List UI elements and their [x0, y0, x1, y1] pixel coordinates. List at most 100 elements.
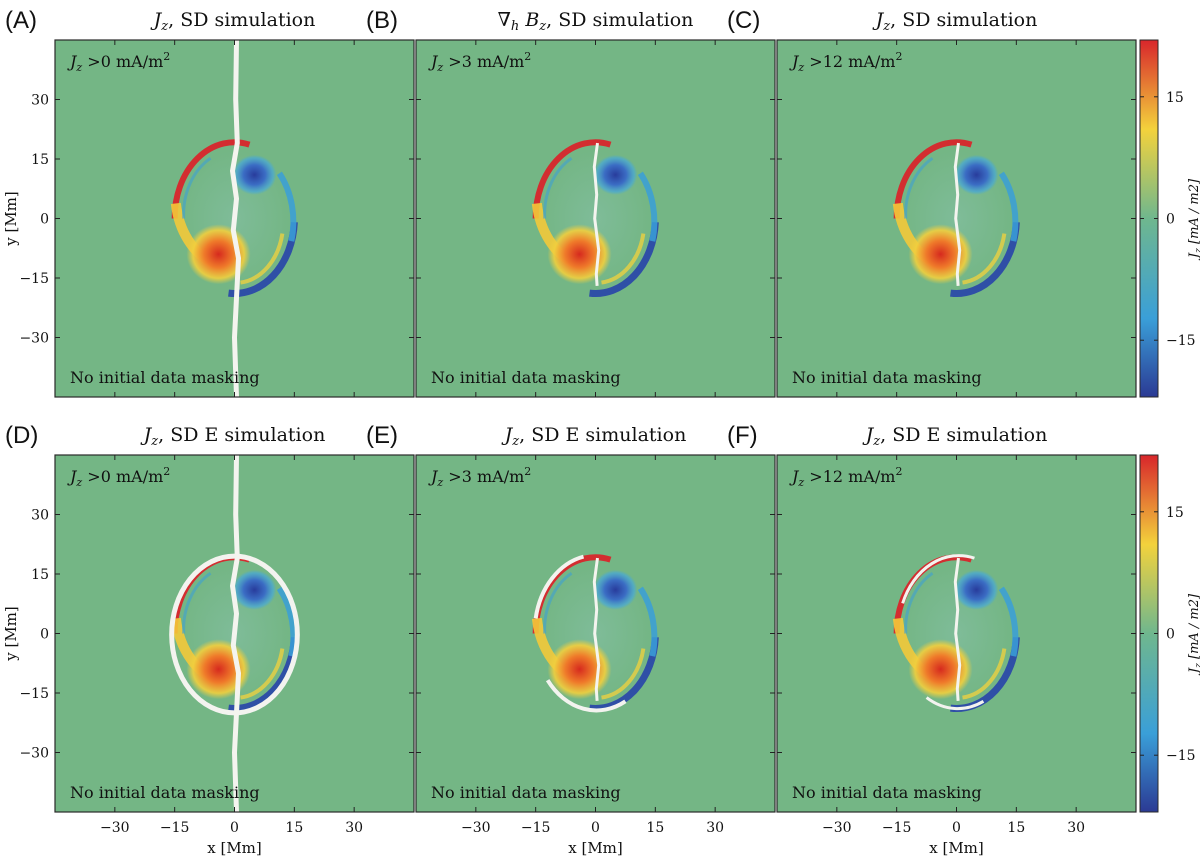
x-axis-label: x [Mm] — [929, 839, 984, 857]
x-tick-label: −30 — [461, 820, 491, 836]
masking-note: No initial data masking — [431, 783, 621, 802]
panel-letter: (C) — [727, 7, 760, 34]
ring-inner-positive — [240, 233, 285, 285]
y-axis-label: y [Mm] — [2, 191, 20, 247]
ring-inner-positive — [962, 648, 1007, 700]
x-tick-label: −15 — [882, 820, 912, 836]
x-tick-label: 30 — [345, 820, 363, 836]
heatmap-area — [416, 40, 775, 397]
ring-negative-right — [998, 171, 1019, 242]
y-tick-label: 15 — [31, 152, 49, 168]
panel-letter: (E) — [366, 422, 398, 449]
ring-inner-negative — [904, 156, 934, 219]
x-tick-label: 15 — [646, 820, 664, 836]
x-tick-label: −15 — [521, 820, 551, 836]
panel-f: −30 −15 0 15 30 x [Mm] (F) Jz, SD E simulation J… — [727, 422, 1137, 857]
y-tick-label: −30 — [19, 746, 49, 762]
y-tick-label: 15 — [31, 567, 49, 583]
positive-current-core — [547, 224, 612, 285]
y-tick-label: −15 — [19, 271, 49, 287]
x-tick-label: 15 — [285, 820, 303, 836]
heatmap-area — [416, 455, 775, 812]
x-tick-label: 30 — [1067, 820, 1085, 836]
polarity-inversion-line — [592, 557, 601, 702]
x-tick-label: 15 — [1007, 820, 1025, 836]
polarity-inversion-line — [230, 40, 241, 397]
negative-current-core — [232, 154, 277, 195]
x-tick-label: 0 — [952, 820, 961, 836]
threshold-label: Jz >12 mA/m2 — [789, 465, 902, 489]
panel-letter: (B) — [366, 7, 398, 34]
masking-note: No initial data masking — [792, 368, 982, 387]
colorbar-label: Jz [mA / m2] — [1187, 593, 1200, 676]
positive-current-core — [186, 224, 251, 285]
colorbar-tick-label: 15 — [1166, 505, 1184, 521]
negative-current-core — [954, 569, 999, 610]
negative-current-core — [593, 569, 638, 610]
y-tick-label: 30 — [31, 93, 49, 109]
polarity-inversion-line — [230, 455, 241, 812]
ring-positive-top — [893, 139, 973, 219]
masking-note: No initial data masking — [431, 368, 621, 387]
ring-inner-negative — [543, 156, 573, 219]
x-tick-label: 30 — [706, 820, 724, 836]
mask-boundary-bottom — [925, 696, 985, 711]
ring-inner-negative — [904, 571, 934, 634]
panel-title: Jz, SD E simulation — [501, 424, 687, 449]
colorbar-tick-label: −15 — [1166, 333, 1196, 349]
colorbar-tick-label: 0 — [1166, 212, 1175, 228]
ring-negative-right — [276, 171, 297, 242]
panel-e: −30 −15 0 15 30 x [Mm] (E) Jz, SD E simulation J… — [366, 422, 776, 857]
heatmap-area — [55, 455, 414, 812]
colorbar-tick-label: 15 — [1166, 90, 1184, 106]
x-tick-label: −30 — [822, 820, 852, 836]
threshold-label: Jz >12 mA/m2 — [789, 50, 902, 74]
panel-letter: (F) — [727, 422, 758, 449]
ring-positive-top — [532, 139, 612, 219]
ring-negative-right — [998, 586, 1019, 657]
heatmap-area — [777, 40, 1136, 397]
colorbar-2: 15 0 −15 Jz [mA / m2] — [1139, 454, 1200, 813]
ring-inner-negative — [543, 571, 573, 634]
masking-note: No initial data masking — [70, 368, 260, 387]
threshold-label: Jz >3 mA/m2 — [428, 465, 531, 489]
colorbar-tick-label: −15 — [1166, 748, 1196, 764]
panel-letter: (D) — [5, 422, 38, 449]
ring-inner-negative — [182, 156, 212, 219]
ring-inner-positive — [601, 648, 646, 700]
colorbar-tick-label: 0 — [1166, 627, 1175, 643]
ring-negative-right — [637, 586, 658, 657]
y-tick-label: −15 — [19, 686, 49, 702]
positive-current-core — [186, 639, 251, 700]
panel-title: Jz, SD E simulation — [140, 424, 326, 449]
y-tick-label: 0 — [40, 627, 49, 643]
panel-a: 30 15 0 −15 −30 y [Mm] (A) Jz, SD simulation Jz … — [2, 7, 415, 398]
panel-c: (C) Jz, SD simulation Jz >12 mA/m2 No initi… — [727, 7, 1137, 398]
negative-current-core — [593, 154, 638, 195]
masking-note: No initial data masking — [792, 783, 982, 802]
mask-boundary-bottom — [545, 679, 627, 713]
x-tick-label: −30 — [100, 820, 130, 836]
positive-current-core — [908, 224, 973, 285]
x-tick-label: −15 — [160, 820, 190, 836]
heatmap-area — [55, 40, 414, 397]
ring-negative-right — [276, 586, 297, 657]
ring-negative-right — [637, 171, 658, 242]
colorbar-label: Jz [mA / m2] — [1187, 178, 1200, 261]
negative-current-core — [232, 569, 277, 610]
threshold-label: Jz >3 mA/m2 — [428, 50, 531, 74]
x-axis-label: x [Mm] — [207, 839, 262, 857]
x-tick-label: 0 — [230, 820, 239, 836]
x-axis-label: x [Mm] — [568, 839, 623, 857]
y-tick-label: −30 — [19, 331, 49, 347]
panel-title: Jz, SD E simulation — [862, 424, 1048, 449]
polarity-inversion-line — [953, 142, 962, 287]
polarity-inversion-line — [592, 142, 601, 287]
panel-title: Jz, SD simulation — [872, 9, 1038, 34]
panel-d: 30 15 0 −15 −30 y [Mm] −30 −15 0 15 30 x [Mm] (D) Jz,… — [2, 422, 415, 857]
panel-title: Jz, SD simulation — [150, 9, 316, 34]
mask-boundary-top — [901, 554, 975, 604]
panel-b: (B) ∇h Bz, SD simulation Jz >3 mA/m2 No ini… — [366, 7, 776, 398]
y-tick-label: 0 — [40, 212, 49, 228]
